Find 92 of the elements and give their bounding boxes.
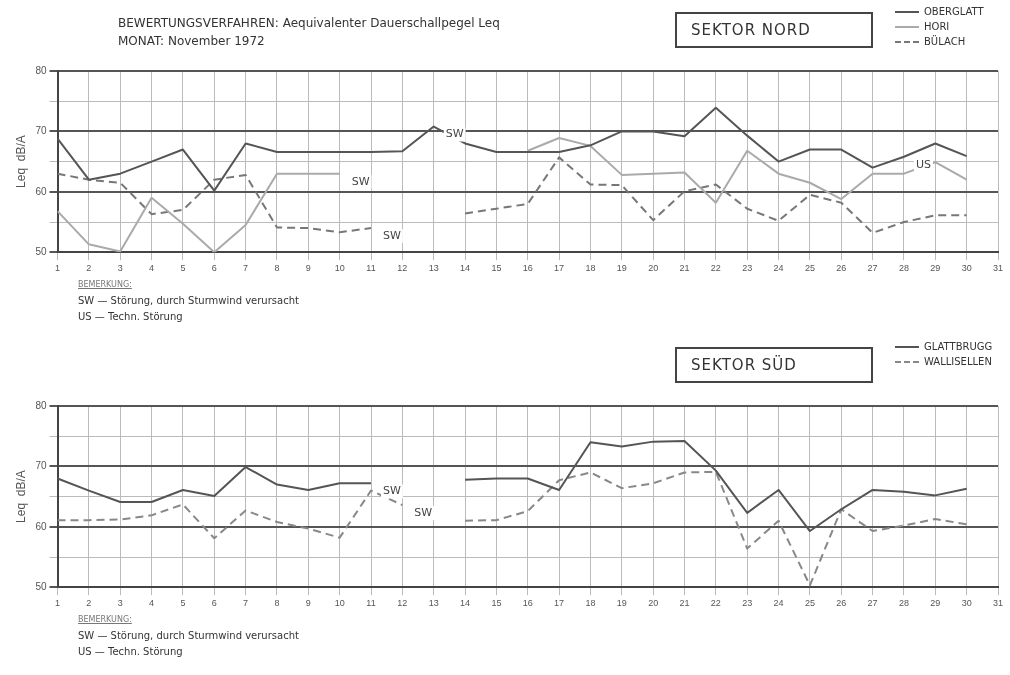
- y-axis-title: Leq dB/A: [13, 470, 28, 523]
- x-tick-label: 4: [149, 598, 155, 609]
- x-tick-label: 14: [460, 263, 471, 274]
- x-tick-label: 6: [211, 598, 217, 609]
- text: US — Techn. Störung: [78, 645, 184, 659]
- y-tick-label: 60: [35, 520, 47, 532]
- y-tick-label: 50: [35, 245, 47, 257]
- y-tick-label: 60: [35, 185, 47, 197]
- x-tick-label: 22: [710, 263, 721, 274]
- x-tick-label: 11: [366, 598, 376, 609]
- x-tick-label: 8: [274, 598, 280, 609]
- x-tick-label: 10: [334, 598, 345, 609]
- x-tick-label: 30: [961, 263, 972, 274]
- annotation: SW: [414, 505, 433, 519]
- legend-label: HORI: [924, 20, 950, 34]
- x-tick-label: 30: [961, 598, 972, 609]
- x-tick-label: 18: [585, 598, 596, 609]
- x-tick-label: 24: [773, 263, 784, 274]
- x-tick-label: 26: [836, 598, 847, 609]
- x-tick-label: 9: [305, 263, 311, 274]
- x-tick-label: 4: [149, 263, 155, 274]
- x-tick-label: 19: [616, 598, 627, 609]
- x-tick-label: 20: [648, 263, 659, 274]
- legend-label: OBERGLATT: [924, 5, 984, 19]
- x-tick-label: 13: [428, 598, 439, 609]
- text: SW — Störung, durch Sturmwind verursacht: [78, 629, 300, 643]
- legend-label: GLATTBRUGG: [924, 340, 993, 354]
- annotation: SW: [351, 174, 370, 188]
- annotation: SW: [445, 127, 464, 141]
- x-tick-label: 6: [211, 263, 217, 274]
- x-tick-label: 31: [992, 263, 1004, 274]
- x-tick-label: 29: [930, 263, 941, 274]
- x-tick-label: 23: [742, 263, 753, 274]
- annotation: SW: [383, 228, 401, 242]
- x-tick-label: 21: [679, 598, 690, 609]
- x-tick-label: 3: [117, 263, 123, 274]
- y-tick-label: 70: [35, 125, 47, 137]
- x-tick-label: 29: [930, 598, 941, 609]
- x-tick-label: 3: [117, 598, 123, 609]
- annotation: SW: [383, 484, 401, 498]
- text: BEMERKUNG:: [78, 614, 133, 626]
- x-tick-label: 8: [274, 263, 280, 274]
- x-tick-label: 12: [397, 598, 408, 609]
- x-tick-label: 16: [522, 598, 533, 609]
- text: US — Techn. Störung: [78, 310, 184, 324]
- y-tick-label: 50: [35, 580, 47, 592]
- x-tick-label: 19: [616, 263, 627, 274]
- x-tick-label: 11: [366, 263, 376, 274]
- annotation: US: [915, 157, 931, 171]
- x-tick-label: 21: [679, 263, 690, 274]
- x-tick-label: 14: [460, 598, 471, 609]
- x-tick-label: 17: [554, 598, 565, 609]
- x-tick-label: 27: [867, 598, 878, 609]
- x-tick-label: 1: [55, 263, 61, 274]
- text: SW — Störung, durch Sturmwind verursacht: [78, 294, 300, 308]
- x-tick-label: 27: [867, 263, 878, 274]
- chart-title: SEKTOR SÜD: [675, 347, 873, 383]
- x-tick-label: 7: [243, 263, 249, 274]
- x-tick-label: 28: [898, 598, 909, 609]
- text: BEMERKUNG:: [78, 279, 133, 291]
- x-tick-label: 9: [305, 598, 311, 609]
- x-tick-label: 16: [522, 263, 533, 274]
- x-tick-label: 15: [491, 598, 502, 609]
- x-tick-label: 10: [334, 263, 345, 274]
- y-tick-label: 70: [35, 460, 47, 472]
- chart-title: SEKTOR NORD: [675, 12, 873, 48]
- x-tick-label: 7: [243, 598, 249, 609]
- x-tick-label: 1: [55, 598, 61, 609]
- x-tick-label: 13: [428, 263, 439, 274]
- x-tick-label: 23: [742, 598, 753, 609]
- x-tick-label: 28: [898, 263, 909, 274]
- x-tick-label: 15: [491, 263, 502, 274]
- x-tick-label: 12: [397, 263, 408, 274]
- x-tick-label: 18: [585, 263, 596, 274]
- x-tick-label: 31: [992, 598, 1004, 609]
- y-axis-title: Leq dB/A: [13, 135, 28, 188]
- y-tick-label: 80: [35, 64, 47, 76]
- x-tick-label: 2: [86, 598, 92, 609]
- x-tick-label: 5: [180, 263, 186, 274]
- x-tick-label: 2: [86, 263, 92, 274]
- legend-label: BÜLACH: [924, 34, 966, 49]
- x-tick-label: 20: [648, 598, 659, 609]
- x-tick-label: 26: [836, 263, 847, 274]
- x-tick-label: 17: [554, 263, 565, 274]
- x-tick-label: 25: [804, 263, 815, 274]
- chart-subtitle: BEWERTUNGSVERFAHREN: Aequivalenter Dauerschallpegel Leq MONAT: November 1972: [118, 15, 500, 50]
- legend-label: WALLISELLEN: [924, 355, 992, 369]
- x-tick-label: 22: [710, 598, 721, 609]
- x-tick-label: 25: [804, 598, 815, 609]
- x-tick-label: 24: [773, 598, 784, 609]
- x-tick-label: 5: [180, 598, 186, 609]
- y-tick-label: 80: [35, 399, 47, 411]
